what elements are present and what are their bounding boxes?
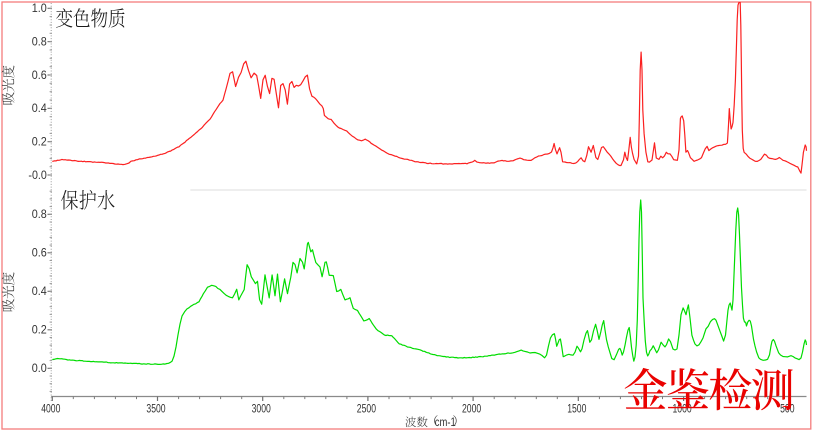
- svg-text:0.6: 0.6: [32, 68, 47, 82]
- svg-text:cm-1: cm-1: [435, 416, 456, 429]
- svg-text:4000: 4000: [41, 402, 60, 416]
- svg-text:1500: 1500: [567, 402, 586, 416]
- svg-text:0.0: 0.0: [32, 361, 47, 375]
- svg-text:0.8: 0.8: [32, 207, 47, 221]
- svg-text:0.8: 0.8: [32, 35, 47, 49]
- svg-text:0.2: 0.2: [32, 323, 47, 337]
- svg-text:1.0: 1.0: [32, 1, 47, 15]
- svg-text:0.4: 0.4: [32, 284, 47, 298]
- svg-text:2500: 2500: [357, 402, 376, 416]
- svg-text:-0.0: -0.0: [28, 168, 47, 182]
- svg-text:0.2: 0.2: [32, 135, 47, 149]
- svg-text:3500: 3500: [146, 402, 165, 416]
- svg-text:3000: 3000: [252, 402, 271, 416]
- svg-text:0.4: 0.4: [32, 101, 47, 115]
- svg-text:2000: 2000: [462, 402, 481, 416]
- svg-text:0.6: 0.6: [32, 246, 47, 260]
